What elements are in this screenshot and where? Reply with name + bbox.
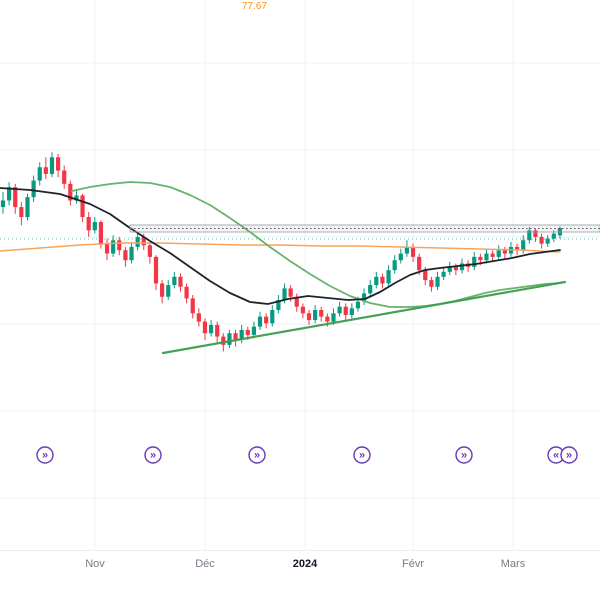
fast-forward-marker-icon[interactable]: » (36, 446, 54, 464)
svg-text:»: » (254, 450, 260, 462)
resistance-level[interactable] (129, 224, 600, 233)
fast-forward-marker-icon[interactable]: » (455, 446, 473, 464)
indicator-value-label: 77.67 (242, 1, 268, 12)
fast-forward-marker-icon[interactable]: » (353, 446, 371, 464)
svg-text:»: » (359, 450, 365, 462)
grid-lines (0, 0, 600, 550)
fast-forward-marker-icon[interactable]: » (248, 446, 266, 464)
time-axis-label-2024: 2024 (292, 558, 318, 570)
svg-text:»: » (566, 450, 572, 462)
fast-forward-marker-icon[interactable]: » (560, 446, 578, 464)
time-axis[interactable]: Nov Déc 2024 Févr Mars (0, 550, 600, 600)
black-ma-line (0, 187, 561, 305)
time-axis-label-fevr: Févr (402, 558, 424, 570)
support-trendline[interactable] (161, 280, 567, 355)
fast-forward-marker-icon[interactable]: » (144, 446, 162, 464)
time-axis-label-dec: Déc (195, 558, 215, 570)
time-axis-label-mars: Mars (500, 558, 526, 570)
green-ma-line (71, 181, 561, 308)
svg-text:«: « (553, 450, 559, 462)
svg-text:»: » (42, 450, 48, 462)
orange-ma-line (0, 242, 561, 253)
svg-text:»: » (150, 450, 156, 462)
time-axis-label-nov: Nov (85, 558, 105, 570)
candles-series (0, 152, 563, 352)
fast-forward-marker-icon[interactable]: « (547, 446, 565, 464)
svg-text:»: » (461, 450, 467, 462)
